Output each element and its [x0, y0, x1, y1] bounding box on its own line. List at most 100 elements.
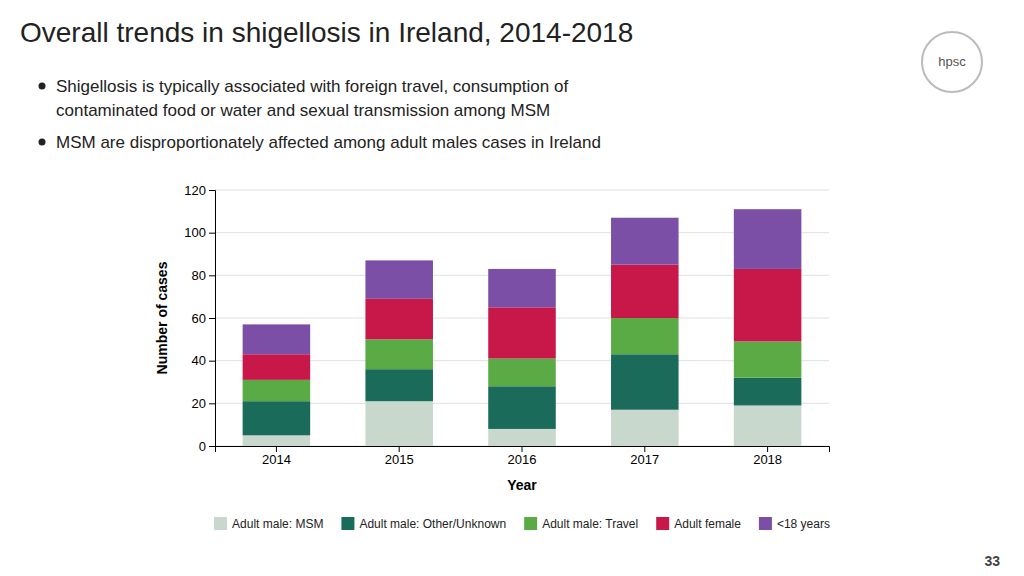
- tick-label: 40: [192, 353, 206, 368]
- bar: [734, 378, 802, 406]
- annotation: Shigellosis is typically associated with…: [56, 77, 568, 96]
- bullet: [39, 139, 46, 146]
- tick: 40: [192, 353, 215, 368]
- tick-mark: [209, 361, 215, 362]
- tick-label: 2014: [262, 452, 291, 467]
- bars: [243, 209, 802, 446]
- bar: [611, 218, 679, 265]
- tick: 2015: [385, 446, 414, 467]
- bar: [243, 435, 311, 446]
- y-axis-title: Number of cases: [154, 261, 170, 374]
- bar: [365, 401, 433, 446]
- tick-mark: [209, 190, 215, 191]
- legend-label: <18 years: [777, 517, 830, 531]
- legend-item: Adult male: MSM: [214, 517, 323, 531]
- legend-item: Adult male: Other/Unknown: [341, 517, 506, 531]
- tick-label: 0: [199, 439, 206, 454]
- tick-mark: [522, 446, 523, 452]
- tick-mark: [209, 275, 215, 276]
- tick-mark: [209, 403, 215, 404]
- legend-swatch: [214, 517, 227, 530]
- tick-label: 2015: [385, 452, 414, 467]
- tick: 20: [192, 396, 215, 411]
- tick: 100: [184, 225, 215, 240]
- y-axis: 0 20 40 60 80 100 120: [184, 183, 215, 454]
- tick-label: 120: [184, 183, 206, 198]
- chart: Overall trends in shigellosis in Ireland…: [0, 0, 1024, 576]
- bar: [734, 405, 802, 446]
- grid: [215, 190, 829, 446]
- bar: [365, 369, 433, 401]
- bar: [734, 341, 802, 377]
- bar: [243, 354, 311, 380]
- tick-label: 20: [192, 396, 206, 411]
- x-axis: 2014 2015 2016 2017 2018: [216, 446, 830, 467]
- logo-text: hpsc: [938, 54, 966, 69]
- tick: 2017: [630, 446, 659, 467]
- tick-label: 2016: [508, 452, 537, 467]
- grid-line: [215, 190, 829, 191]
- legend-label: Adult female: [674, 517, 741, 531]
- tick-mark: [209, 446, 215, 447]
- bar: [488, 429, 556, 446]
- tick-label: 100: [184, 225, 206, 240]
- bar: [243, 380, 311, 401]
- bar: [611, 354, 679, 409]
- tick: 80: [192, 268, 215, 283]
- tick-mark: [209, 318, 215, 319]
- tick: 0: [199, 439, 215, 454]
- series: [243, 209, 802, 354]
- tick-label: 80: [192, 268, 206, 283]
- legend-item: <18 years: [759, 517, 830, 531]
- bullet: [39, 83, 46, 90]
- tick-mark: [276, 446, 277, 452]
- axis-line: [216, 447, 830, 453]
- tick-label: 2017: [630, 452, 659, 467]
- tick-label: 60: [192, 311, 206, 326]
- tick-label: 2018: [753, 452, 782, 467]
- legend-label: Adult male: MSM: [232, 517, 323, 531]
- legend-swatch: [524, 517, 537, 530]
- bar: [488, 386, 556, 429]
- bar: [365, 339, 433, 369]
- tick-mark: [767, 446, 768, 452]
- logo-ring: [922, 32, 982, 92]
- x-axis-title: Year: [507, 477, 537, 493]
- bar: [243, 401, 311, 435]
- bar: [734, 269, 802, 342]
- annotation: MSM are disproportionately affected amon…: [56, 133, 601, 152]
- bar: [611, 265, 679, 318]
- legend-swatch: [759, 517, 772, 530]
- bar: [488, 359, 556, 387]
- plot: 2014 2015 2016 2017 2018 0 20 40 60 80 100 120: [184, 183, 829, 468]
- bar: [243, 324, 311, 354]
- series: [243, 354, 802, 435]
- bar: [611, 318, 679, 354]
- page-number: 33: [984, 553, 1000, 569]
- bar: [365, 260, 433, 298]
- legend-item: Adult male: Travel: [524, 517, 638, 531]
- annotation: contaminated food or water and sexual tr…: [56, 101, 550, 120]
- axis-line: [209, 191, 216, 447]
- tick: 2016: [508, 446, 537, 467]
- legend-label: Adult male: Travel: [542, 517, 638, 531]
- series: [243, 265, 802, 380]
- bar: [734, 209, 802, 269]
- legend-swatch: [341, 517, 354, 530]
- bar: [611, 410, 679, 446]
- tick: 2014: [262, 446, 291, 467]
- bar: [365, 299, 433, 340]
- bar: [488, 307, 556, 358]
- legend: Adult male: MSM Adult male: Other/Unknown…: [214, 517, 830, 531]
- legend-item: Adult female: [656, 517, 741, 531]
- tick-mark: [209, 233, 215, 234]
- tick: 120: [184, 183, 215, 198]
- tick: 60: [192, 311, 215, 326]
- tick-mark: [644, 446, 645, 452]
- tick: 2018: [753, 446, 782, 467]
- legend-swatch: [656, 517, 669, 530]
- bar: [488, 269, 556, 307]
- title: Overall trends in shigellosis in Ireland…: [20, 17, 633, 48]
- tick-mark: [399, 446, 400, 452]
- legend-label: Adult male: Other/Unknown: [359, 517, 506, 531]
